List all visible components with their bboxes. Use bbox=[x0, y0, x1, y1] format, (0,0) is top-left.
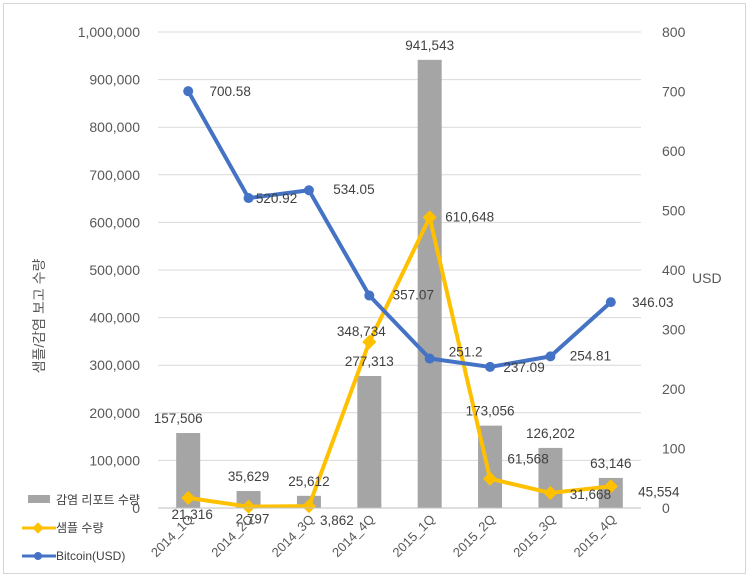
point bbox=[183, 86, 194, 97]
sample-data-label: 45,554 bbox=[638, 484, 680, 499]
x-tick-label: 2015_1Q bbox=[389, 512, 437, 560]
sample-data-label: 3,862 bbox=[320, 513, 354, 528]
point bbox=[545, 351, 556, 362]
point bbox=[424, 353, 435, 364]
btc-data-label: 346.03 bbox=[632, 295, 673, 310]
x-tick-label: 2015_4Q bbox=[570, 512, 618, 560]
legend-marker bbox=[32, 522, 44, 534]
sample-data-label: 21,316 bbox=[172, 507, 213, 522]
legend-label: Bitcoin(USD) bbox=[56, 549, 125, 563]
y-tick-label: 400,000 bbox=[89, 310, 140, 326]
sample-data-label: 61,568 bbox=[507, 452, 548, 467]
point bbox=[603, 479, 618, 494]
bar-data-label: 277,313 bbox=[345, 354, 394, 369]
data-labels: 157,506 35,629 25,612 277,313 941,543 173,056… bbox=[154, 38, 680, 528]
btc-data-label: 534.05 bbox=[333, 182, 374, 197]
bar-data-label: 126,202 bbox=[526, 426, 575, 441]
bar-data-label: 35,629 bbox=[228, 469, 269, 484]
point bbox=[485, 361, 496, 372]
bar-series bbox=[176, 59, 623, 508]
legend-swatch bbox=[28, 495, 50, 503]
y-tick-label: 300,000 bbox=[89, 357, 140, 373]
y-tick-label: 100,000 bbox=[89, 452, 140, 468]
sample-data-label: 610,648 bbox=[445, 209, 494, 224]
y2-tick-label: 500 bbox=[662, 203, 686, 219]
y-tick-label: 900,000 bbox=[89, 72, 140, 88]
x-tick-label: 2015_3Q bbox=[510, 512, 558, 560]
y-tick-label: 200,000 bbox=[89, 405, 140, 421]
legend-marker bbox=[34, 552, 42, 560]
series-line bbox=[186, 215, 613, 509]
y2-tick-label: 700 bbox=[662, 84, 686, 100]
sample-data-label: 348,734 bbox=[337, 324, 386, 339]
sample-data-label: 31,668 bbox=[570, 487, 611, 502]
bar-data-label: 157,506 bbox=[154, 411, 203, 426]
y2-tick-label: 600 bbox=[662, 143, 686, 159]
y-tick-label: 500,000 bbox=[89, 262, 140, 278]
point bbox=[482, 471, 498, 486]
y2-tick-label: 800 bbox=[662, 24, 686, 40]
point bbox=[422, 210, 437, 225]
y-axis-title: 샘플/감염 보고 수량 bbox=[31, 259, 47, 374]
point bbox=[362, 334, 377, 350]
btc-data-label: 357.07 bbox=[393, 288, 434, 303]
point bbox=[303, 185, 314, 196]
axes: 0 100,000 200,000 300,000 400,000 500,000 600,… bbox=[78, 24, 686, 560]
btc-data-label: 700.58 bbox=[210, 84, 251, 99]
point bbox=[543, 485, 558, 500]
bar bbox=[417, 59, 442, 508]
y-tick-label: 1,000,000 bbox=[78, 24, 140, 40]
bar-data-label: 941,543 bbox=[405, 38, 454, 53]
y-tick-label: 0 bbox=[132, 500, 140, 516]
point bbox=[364, 290, 375, 301]
x-tick-label: 2015_2Q bbox=[450, 512, 498, 560]
y2-tick-label: 200 bbox=[662, 381, 686, 397]
legend-label: 샘플 수량 bbox=[56, 521, 104, 535]
bar bbox=[357, 375, 382, 508]
x-tick-label: 2014_3Q bbox=[269, 512, 317, 560]
point bbox=[181, 490, 196, 505]
point bbox=[605, 297, 616, 308]
legend-label: 감염 리포트 수량 bbox=[56, 493, 140, 507]
bar bbox=[236, 491, 261, 508]
btc-data-label: 237.09 bbox=[503, 360, 544, 375]
point bbox=[301, 499, 317, 514]
y2-tick-label: 0 bbox=[662, 500, 670, 516]
sample-data-label: 2,797 bbox=[236, 512, 270, 527]
line-series bbox=[181, 86, 618, 514]
btc-data-label: 520.92 bbox=[256, 191, 297, 206]
y-tick-label: 700,000 bbox=[89, 167, 140, 183]
chart-frame bbox=[3, 3, 746, 574]
point bbox=[243, 193, 254, 204]
bar-data-label: 25,612 bbox=[288, 474, 329, 489]
y2-tick-label: 300 bbox=[662, 322, 686, 338]
x-tick-label: 2014_2Q bbox=[208, 512, 256, 560]
series-line bbox=[186, 89, 613, 369]
y2-tick-label: 100 bbox=[662, 441, 686, 457]
y2-tick-label: 400 bbox=[662, 262, 686, 278]
y-tick-label: 800,000 bbox=[89, 119, 140, 135]
btc-data-label: 251.2 bbox=[449, 345, 483, 360]
btc-data-label: 254.81 bbox=[570, 348, 611, 363]
bar-data-label: 173,056 bbox=[466, 404, 515, 419]
bar-data-label: 63,146 bbox=[590, 456, 631, 471]
point bbox=[241, 499, 256, 514]
y-tick-label: 600,000 bbox=[89, 214, 140, 230]
y2-axis-title: USD bbox=[692, 270, 722, 286]
